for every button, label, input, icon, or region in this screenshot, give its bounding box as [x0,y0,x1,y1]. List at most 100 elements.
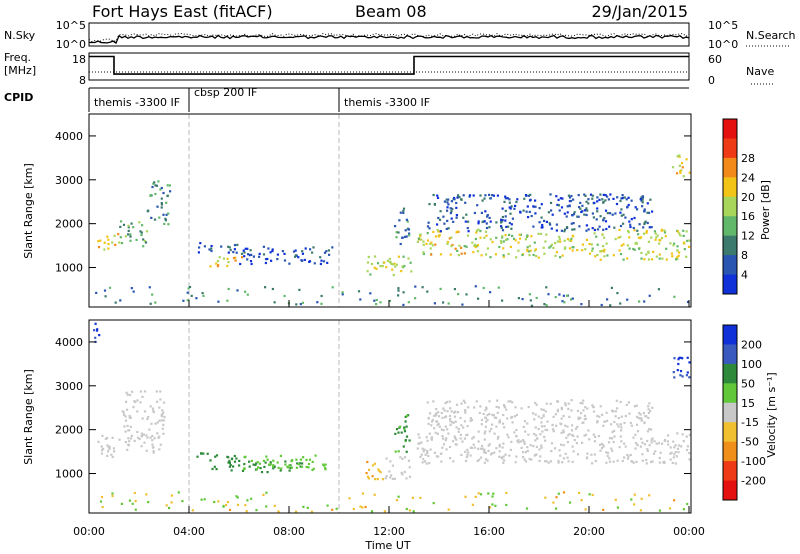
xtick-label: 00:00 [673,525,705,538]
echo-cell [613,226,616,229]
echo-cell [439,210,442,213]
echo-cell [653,440,656,443]
echo-cell [114,301,117,304]
echo-cell [669,242,672,245]
echo-cell [557,461,560,464]
echo-cell [562,429,565,432]
echo-cell [331,246,334,249]
echo-cell [390,262,393,266]
echo-cell [659,451,662,454]
echo-cell [437,411,440,414]
echo-cell [459,437,462,440]
power-colorbar-label: Power [dB] [759,180,772,240]
echo-cell [504,195,507,198]
echo-cell [441,416,444,419]
colorbar-swatch [723,383,737,404]
echo-cell [156,432,159,435]
echo-cell [269,251,272,254]
echo-cell [421,447,424,450]
echo-cell [593,453,596,456]
echo-cell [530,458,533,461]
echo-cell [596,196,599,199]
echo-cell [408,475,412,478]
echo-cell [111,241,114,244]
echo-cell [401,265,404,268]
echo-cell [399,211,402,214]
echo-cell [537,232,540,235]
echo-cell [611,437,614,440]
echo-cell [636,415,639,418]
echo-cell [96,328,99,331]
echo-cell [107,238,110,241]
echo-cell [397,495,400,498]
echo-cell [288,464,291,467]
echo-cell [162,213,165,216]
echo-cell [580,499,583,502]
echo-cell [436,229,439,232]
echo-cell [642,412,645,415]
echo-cell [457,293,460,296]
echo-cell [563,230,566,233]
echo-cell [393,262,396,265]
echo-cell [483,432,486,435]
echo-cell [587,198,590,201]
echo-cell [486,247,489,250]
echo-cell [232,257,236,260]
echo-cell [566,238,569,241]
echo-cell [506,417,509,420]
echo-cell [162,419,165,422]
echo-cell [606,419,609,422]
echo-cell [545,233,548,236]
echo-cell [280,467,283,470]
echo-cell [266,458,269,461]
echo-cell [579,416,582,420]
echo-cell [563,212,566,215]
echo-cell [188,285,192,289]
echo-cell [478,458,481,461]
echo-cell [201,292,204,295]
echo-cell [160,202,163,205]
echo-cell [581,441,584,444]
echo-cell [401,457,404,460]
echo-cell [616,459,619,462]
echo-cell [626,298,629,301]
echo-cell [484,451,487,454]
echo-cell [498,419,501,422]
echo-cell [365,472,368,475]
echo-cell [561,197,564,200]
freq-label-line1: Freq. [4,51,31,64]
echo-cell [584,248,587,251]
echo-cell [585,224,588,227]
echo-cell [394,432,397,435]
echo-cell [547,211,550,214]
echo-cell [682,234,685,237]
echo-cell [404,420,407,423]
echo-cell [366,475,370,478]
echo-cell [389,460,392,463]
echo-cell [404,229,407,232]
echo-cell [559,256,562,259]
echo-cell [160,419,163,422]
echo-cell [255,509,258,512]
echo-cell [591,493,594,497]
echo-cell [160,197,163,200]
echo-cell [678,251,681,254]
echo-cell [596,207,599,210]
echo-cell [533,432,536,436]
echo-cell [528,293,531,296]
echo-cell [515,434,518,438]
echo-cell [112,447,116,450]
echo-cell [299,465,302,468]
echo-cell [456,196,459,199]
echo-cell [226,501,229,504]
echo-cell [646,211,649,214]
echo-cell [487,449,490,452]
echo-cell [482,412,485,416]
echo-cell [672,244,675,247]
echo-cell [156,421,159,424]
echo-cell [407,459,410,462]
echo-cell [401,473,404,476]
echo-cell [676,245,679,248]
echo-cell [500,225,503,228]
colorbar-tick: -100 [741,455,766,468]
